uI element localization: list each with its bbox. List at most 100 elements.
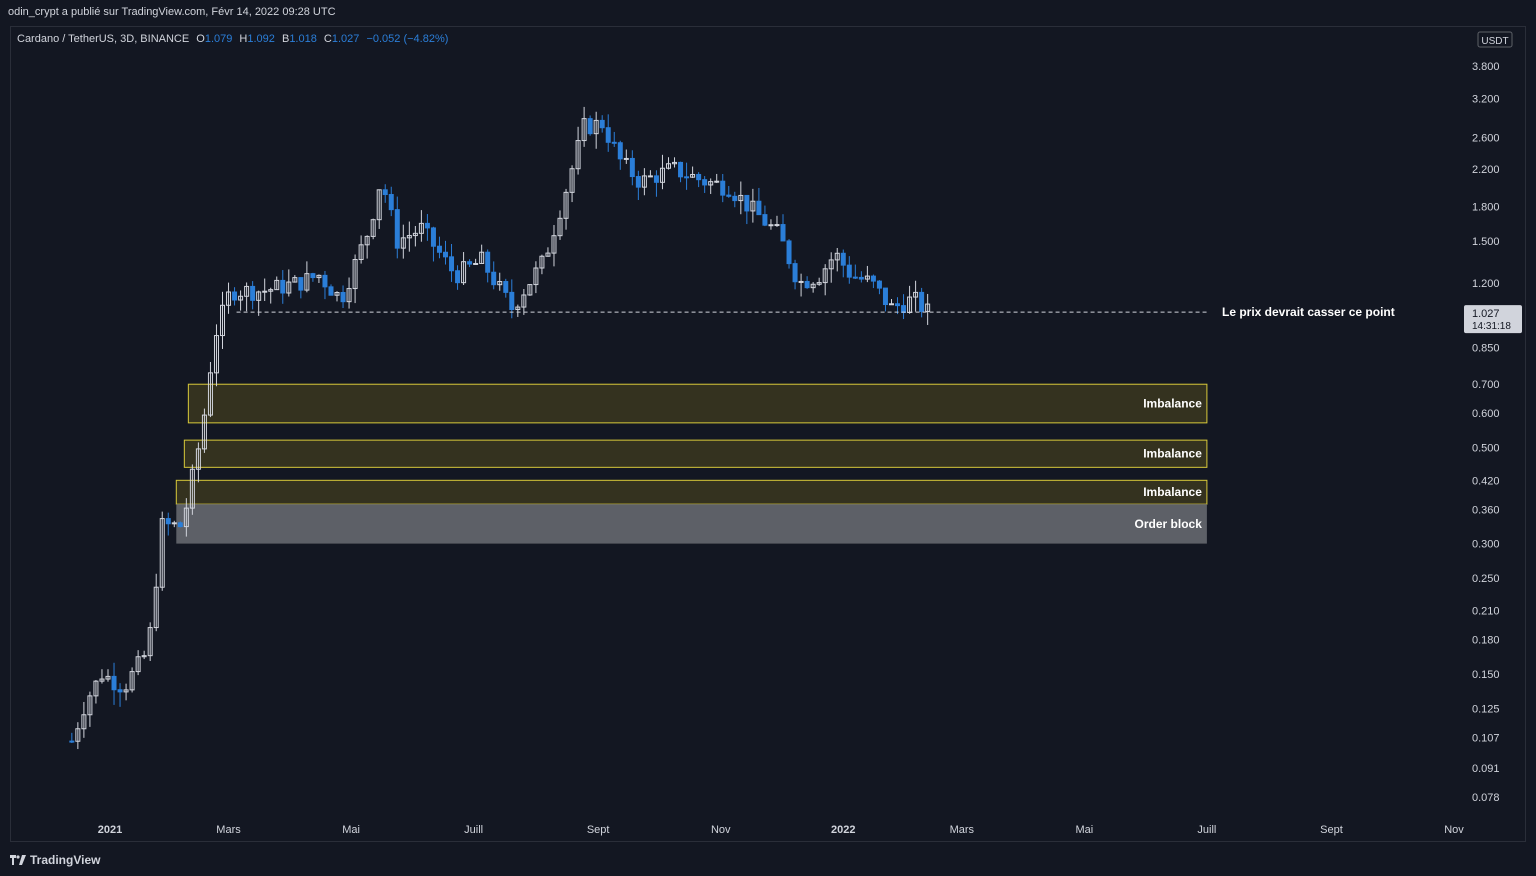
candle-down — [653, 175, 659, 183]
y-axis-tick-label: 0.150 — [1472, 669, 1500, 681]
candle-up — [828, 259, 834, 270]
candle-down — [280, 279, 286, 294]
candle-up — [527, 284, 533, 296]
candle-up — [738, 194, 744, 202]
candle-down — [635, 176, 641, 188]
candle-down — [442, 251, 448, 258]
candle-down — [792, 263, 798, 283]
candle-up — [563, 191, 569, 219]
y-axis-tick-label: 2.600 — [1472, 132, 1500, 144]
open-value: 1.079 — [204, 33, 233, 45]
high-value: 1.092 — [247, 33, 275, 45]
candle-up — [352, 259, 358, 290]
candle-up — [816, 282, 822, 285]
imbalance-label: Imbalance — [1143, 397, 1202, 411]
candle-down — [611, 141, 617, 144]
candle-up — [798, 280, 804, 283]
candle-down — [726, 194, 732, 197]
candle-up — [213, 335, 219, 374]
candle-up — [623, 157, 629, 160]
y-axis-tick-label: 0.250 — [1472, 573, 1500, 585]
candle-down — [696, 173, 702, 181]
x-axis-tick-label: Juill — [1197, 824, 1216, 836]
tradingview-brand: TradingView — [30, 853, 101, 867]
symbol-name[interactable]: Cardano / TetherUS, 3D, BINANCE — [17, 33, 190, 45]
candle-down — [846, 264, 852, 278]
candle-up — [183, 507, 189, 528]
candle-up — [153, 586, 159, 629]
y-axis-tick-label: 3.200 — [1472, 93, 1500, 105]
candle-up — [238, 295, 244, 301]
candle-down — [895, 303, 901, 307]
candle-up — [913, 291, 919, 298]
chart-frame[interactable] — [10, 26, 1526, 842]
candle-up — [256, 291, 262, 301]
candle-down — [69, 740, 75, 743]
y-axis-tick-label: 3.800 — [1472, 61, 1500, 73]
candle-up — [575, 140, 581, 170]
candle-down — [858, 276, 864, 280]
candle-down — [870, 275, 876, 282]
candle-up — [201, 414, 207, 450]
candle-down — [678, 161, 684, 178]
candle-down — [165, 518, 171, 525]
y-axis-tick-label: 0.850 — [1472, 343, 1500, 355]
low-label: B — [281, 33, 290, 45]
candle-up — [557, 217, 563, 237]
candle-down — [599, 119, 605, 129]
candle-up — [99, 678, 105, 682]
candle-down — [382, 189, 388, 196]
candle-down — [430, 227, 436, 247]
candle-up — [376, 189, 382, 221]
symbol-legend: Cardano / TetherUS, 3D, BINANCE O1.079 H… — [17, 33, 448, 45]
x-axis-tick-label: 2022 — [831, 824, 855, 836]
candle-up — [479, 251, 485, 264]
candle-up — [690, 173, 696, 178]
candle-up — [364, 235, 370, 246]
candle-down — [467, 261, 473, 265]
candle-up — [473, 262, 479, 265]
imbalance-zone — [175, 479, 1208, 505]
order-block-label: Order block — [1135, 517, 1203, 531]
tradingview-logo[interactable]: TradingView — [10, 853, 100, 867]
x-axis-tick-label: Juill — [464, 824, 483, 836]
candle-down — [840, 252, 846, 266]
x-axis-tick-label: Mars — [950, 824, 975, 836]
candle-down — [328, 286, 334, 296]
candle-down — [394, 209, 400, 249]
candle-down — [503, 281, 509, 293]
y-axis-tick-label: 0.500 — [1472, 443, 1500, 455]
candle-up — [75, 728, 81, 742]
candle-down — [424, 222, 430, 229]
candle-up — [515, 306, 521, 311]
candle-up — [888, 303, 894, 306]
candle-up — [195, 448, 201, 470]
candle-down — [786, 240, 792, 265]
x-axis-tick-label: 2021 — [98, 824, 122, 836]
candle-up — [105, 675, 111, 680]
y-axis-tick-label: 0.210 — [1472, 606, 1500, 618]
candle-down — [605, 127, 611, 143]
candle-down — [340, 292, 346, 303]
candle-down — [455, 270, 461, 284]
candle-up — [370, 219, 376, 237]
candle-up — [81, 714, 87, 730]
y-axis-tick-label: 0.107 — [1472, 733, 1500, 745]
candle-down — [117, 689, 123, 693]
low-value: 1.018 — [289, 33, 317, 45]
candle-up — [412, 232, 418, 237]
candle-up — [274, 279, 280, 291]
candle-down — [587, 118, 593, 135]
candle-up — [316, 274, 322, 279]
candle-down — [762, 214, 768, 226]
candle-down — [485, 251, 491, 273]
candle-up — [864, 275, 870, 280]
candle-up — [834, 252, 840, 261]
support-line-label: Le prix devrait casser ce point — [1222, 305, 1395, 319]
candle-up — [189, 468, 195, 509]
candle-up — [159, 518, 165, 588]
x-axis-tick-label: Mai — [342, 824, 360, 836]
candle-down — [322, 274, 328, 288]
candle-up — [87, 695, 93, 716]
